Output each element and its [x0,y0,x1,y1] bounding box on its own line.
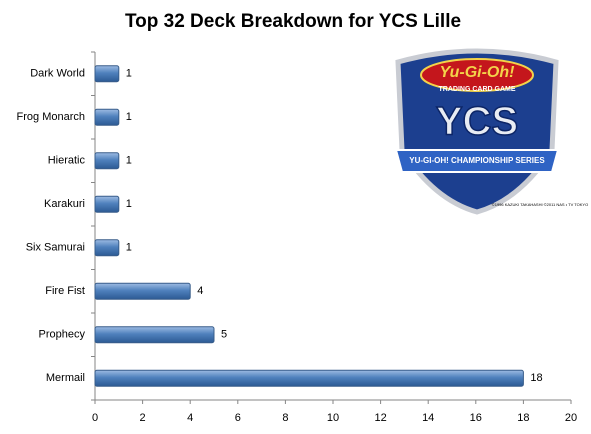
bar [94,108,120,126]
data-label: 1 [126,111,132,123]
bar [94,195,120,213]
bar [94,239,120,257]
data-label: 1 [126,198,132,210]
x-tick-label: 8 [282,412,288,424]
bar [94,369,524,387]
logo-copyright: ©1996 KAZUKI TAKAHASHI ©2011 NAS • TV TO… [492,202,588,207]
data-label: 18 [530,372,542,384]
bar [94,282,191,300]
data-label: 1 [126,242,132,254]
bar [94,152,120,170]
y-tick-label: Fire Fist [45,285,85,297]
x-tick-label: 10 [327,412,339,424]
x-tick-label: 18 [517,412,529,424]
x-tick-label: 0 [92,412,98,424]
logo-tagline: TRADING CARD GAME [439,86,516,93]
logo: Yu-Gi-Oh! TRADING CARD GAME YCS YU-GI-OH… [394,48,588,215]
logo-banner [394,149,560,173]
y-tick-label: Frog Monarch [17,111,85,123]
logo-banner-text: YU-GI-OH! CHAMPIONSHIP SERIES [409,156,545,165]
y-tick-label: Six Samurai [26,242,85,254]
chart-title: Top 32 Deck Breakdown for YCS Lille [125,11,461,32]
y-tick-label: Hieratic [48,155,86,167]
data-label: 1 [126,68,132,80]
x-tick-label: 12 [374,412,386,424]
x-tick-label: 14 [422,412,434,424]
x-tick-label: 6 [235,412,241,424]
bar [94,326,215,344]
y-tick-label: Prophecy [39,329,86,341]
x-tick-label: 16 [470,412,482,424]
data-label: 4 [197,285,203,297]
logo-oval [420,58,534,92]
bar [94,65,120,83]
x-tick-label: 4 [187,412,193,424]
logo-brand: Yu-Gi-Oh! [440,64,516,81]
y-tick-label: Mermail [46,372,85,384]
data-label: 5 [221,329,227,341]
y-tick-label: Dark World [30,68,85,80]
x-tick-label: 2 [140,412,146,424]
y-tick-label: Karakuri [44,198,85,210]
x-tick-label: 20 [565,412,577,424]
data-label: 1 [126,155,132,167]
logo-name: YCS [436,100,518,144]
